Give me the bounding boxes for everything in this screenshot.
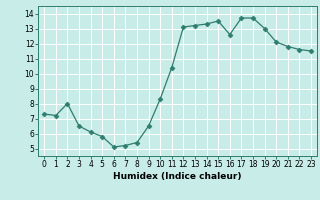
X-axis label: Humidex (Indice chaleur): Humidex (Indice chaleur) (113, 172, 242, 181)
